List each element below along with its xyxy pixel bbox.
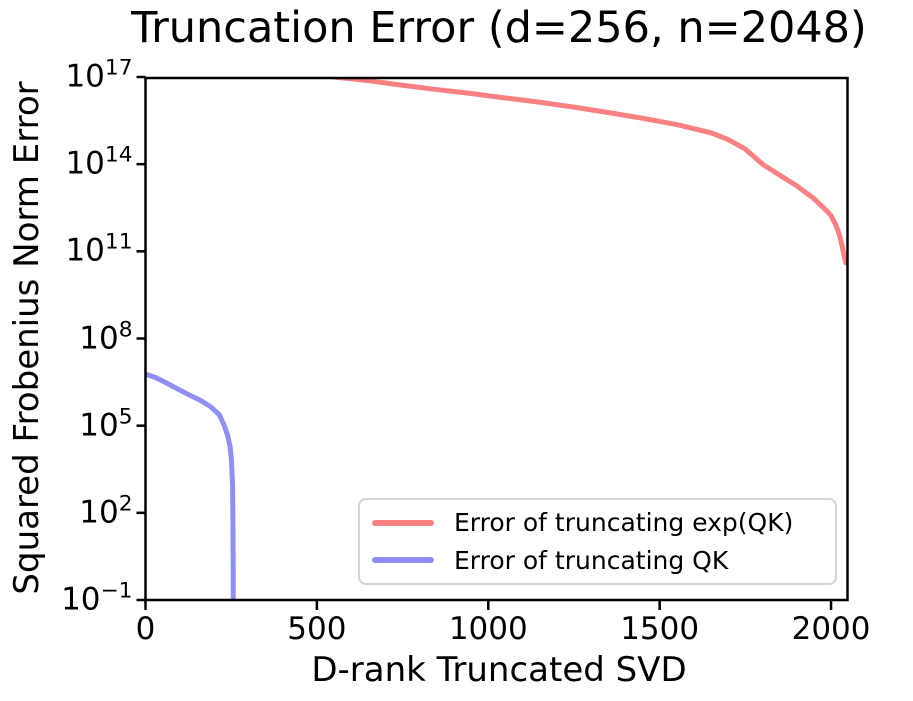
- x-tick-label-500: 500: [287, 611, 347, 647]
- x-tick-label-1000: 1000: [448, 611, 528, 647]
- series-line-0: [319, 77, 849, 266]
- y-tick-label-1e8: 108: [79, 317, 133, 356]
- tick-marks: [136, 75, 833, 610]
- legend-label-exp-qk: Error of truncating exp(QK): [454, 508, 794, 537]
- y-tick-label-1e5: 105: [79, 404, 133, 444]
- x-tick-label-2000: 2000: [791, 611, 871, 647]
- legend-swatch-qk-line: [372, 557, 434, 564]
- x-tick-label-1500: 1500: [620, 611, 700, 647]
- legend: Error of truncating exp(QK) Error of tru…: [358, 498, 837, 585]
- x-tick-label-0: 0: [135, 611, 156, 647]
- x-axis-label: D-rank Truncated SVD: [311, 650, 687, 690]
- legend-item-exp-qk: Error of truncating exp(QK): [372, 509, 823, 537]
- y-tick-label-1e11: 1011: [65, 229, 133, 269]
- legend-swatch-exp-qk-line: [372, 519, 434, 526]
- series-line-1: [144, 371, 236, 600]
- legend-item-qk: Error of truncating QK: [372, 545, 823, 575]
- y-tick-label-1e2: 102: [79, 491, 133, 531]
- y-tick-label-1e17: 1017: [65, 55, 133, 95]
- legend-label-qk: Error of truncating QK: [454, 545, 729, 575]
- y-tick-label-1e-1: 10−1: [61, 578, 133, 618]
- chart-title: Truncation Error (d=256, n=2048): [131, 3, 867, 53]
- y-tick-label-1e14: 1014: [65, 142, 133, 182]
